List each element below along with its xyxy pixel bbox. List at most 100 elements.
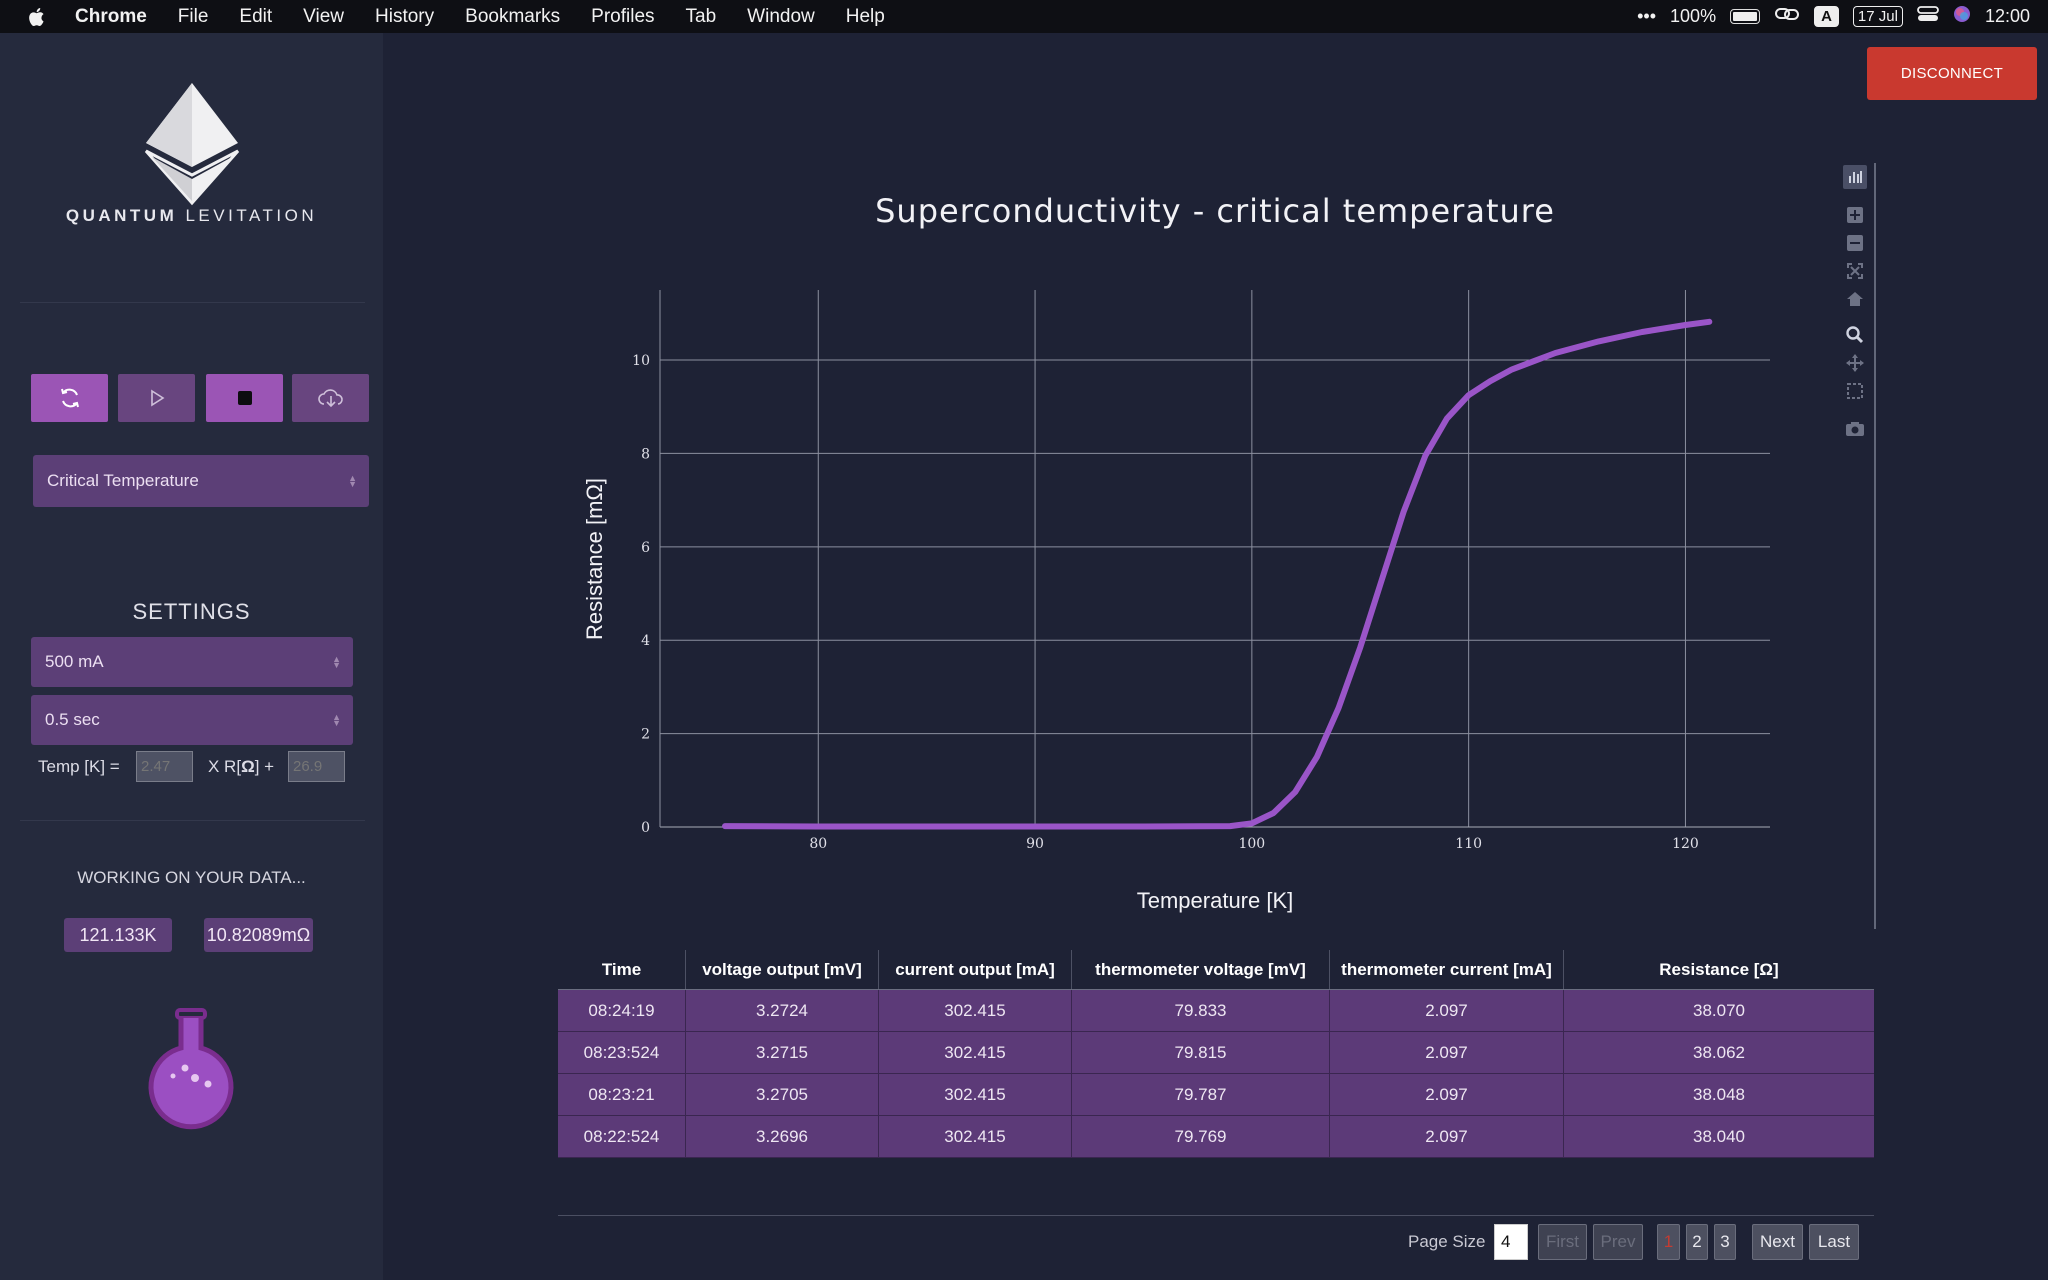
experiment-select-value: Critical Temperature bbox=[47, 471, 199, 490]
refresh-button[interactable] bbox=[31, 374, 108, 422]
cell-current-output: 302.415 bbox=[879, 1074, 1072, 1115]
brand-name: QUANTUM LEVITATION bbox=[65, 206, 318, 225]
refresh-icon bbox=[60, 388, 79, 408]
resistance-readout: 10.82089mΩ bbox=[204, 918, 313, 952]
column-header-voltage-output[interactable]: voltage output [mV] bbox=[686, 950, 879, 989]
calib-temp-input[interactable] bbox=[136, 751, 193, 782]
page-2-button[interactable]: 2 bbox=[1686, 1224, 1708, 1260]
stop-icon bbox=[237, 391, 252, 405]
cell-resistance: 38.070 bbox=[1693, 1000, 1745, 1020]
cell-voltage-output: 3.2724 bbox=[686, 990, 879, 1031]
table-header: Time voltage output [mV] current output … bbox=[558, 950, 1874, 990]
bar-chart-icon[interactable] bbox=[1843, 165, 1867, 189]
last-page-button[interactable]: Last bbox=[1809, 1224, 1859, 1260]
apple-icon[interactable] bbox=[27, 6, 47, 28]
play-button[interactable] bbox=[118, 374, 195, 422]
autoscale-icon[interactable] bbox=[1843, 259, 1867, 283]
x-tick-label: 100 bbox=[1238, 836, 1265, 852]
more-icon[interactable]: ••• bbox=[1637, 6, 1657, 26]
menu-tab[interactable]: Tab bbox=[685, 5, 717, 27]
disconnect-button[interactable]: DISCONNECT bbox=[1867, 47, 2037, 100]
table-row[interactable]: 08:23:524 3.2715 302.415 79.815 2.097 38… bbox=[558, 1032, 1874, 1074]
cell-time: 08:23:21 bbox=[558, 1074, 686, 1115]
experiment-select[interactable]: Critical Temperature ▲ ▼ bbox=[33, 455, 369, 507]
temperature-readout: 121.133K bbox=[64, 918, 172, 952]
cell-voltage-output: 3.2705 bbox=[686, 1074, 879, 1115]
menu-help[interactable]: Help bbox=[845, 5, 885, 27]
x-axis-label: Temperature [K] bbox=[1137, 888, 1294, 913]
interval-select-value: 0.5 sec bbox=[45, 710, 100, 729]
sidebar: QUANTUM LEVITATION Critical Temperature … bbox=[0, 33, 383, 1280]
pan-icon[interactable] bbox=[1843, 351, 1867, 375]
clock[interactable]: 12:00 bbox=[1984, 6, 2030, 26]
current-select[interactable]: 500 mA ▲ ▼ bbox=[31, 637, 353, 687]
menu-window[interactable]: Window bbox=[747, 5, 815, 27]
next-page-button[interactable]: Next bbox=[1752, 1224, 1803, 1260]
cell-resistance: 38.040 bbox=[1693, 1126, 1745, 1146]
cell-voltage-output: 3.2715 bbox=[686, 1032, 879, 1073]
zoom-out-icon[interactable] bbox=[1843, 231, 1867, 255]
input-source-icon[interactable]: A bbox=[1814, 6, 1839, 27]
y-tick-label: 2 bbox=[641, 727, 650, 743]
menu-file[interactable]: File bbox=[177, 5, 209, 27]
column-header-thermometer-current[interactable]: thermometer current [mA] bbox=[1330, 950, 1564, 989]
page-1-button[interactable]: 1 bbox=[1657, 1224, 1680, 1260]
control-center-icon[interactable] bbox=[1917, 5, 1939, 28]
column-header-time[interactable]: Time bbox=[558, 950, 686, 989]
calib-offset-input[interactable] bbox=[288, 751, 345, 782]
y-tick-label: 6 bbox=[641, 540, 650, 556]
calib-mult-label: X R[Ω] + bbox=[208, 757, 275, 776]
cell-current-output: 302.415 bbox=[879, 1032, 1072, 1073]
column-header-resistance[interactable]: Resistance [Ω] bbox=[1659, 959, 1779, 979]
home-icon[interactable] bbox=[1843, 287, 1867, 311]
menu-history[interactable]: History bbox=[375, 5, 435, 27]
page-size-input[interactable]: 4 bbox=[1494, 1224, 1528, 1260]
date-display[interactable]: 17 Jul bbox=[1852, 6, 1903, 27]
y-tick-label: 8 bbox=[641, 446, 650, 462]
column-header-thermometer-voltage[interactable]: thermometer voltage [mV] bbox=[1072, 950, 1330, 989]
stop-button[interactable] bbox=[206, 374, 283, 422]
zoom-icon[interactable] bbox=[1843, 323, 1867, 347]
select-arrows-icon: ▲ ▼ bbox=[332, 654, 341, 670]
prev-page-button[interactable]: Prev bbox=[1593, 1224, 1643, 1260]
x-tick-label: 110 bbox=[1455, 836, 1482, 852]
zoom-in-icon[interactable] bbox=[1843, 203, 1867, 227]
box-select-icon[interactable] bbox=[1843, 379, 1867, 403]
flask-icon bbox=[148, 1008, 234, 1130]
divider bbox=[20, 302, 365, 303]
first-page-button[interactable]: First bbox=[1538, 1224, 1587, 1260]
cell-current-output: 302.415 bbox=[879, 990, 1072, 1031]
download-button[interactable] bbox=[292, 374, 369, 422]
table-row[interactable]: 08:22:524 3.2696 302.415 79.769 2.097 38… bbox=[558, 1116, 1874, 1158]
table-row[interactable]: 08:23:21 3.2705 302.415 79.787 2.097 38.… bbox=[558, 1074, 1874, 1116]
cell-thermometer-voltage: 79.833 bbox=[1072, 990, 1330, 1031]
resistance-chart[interactable]: 80 90 100 110 120 0 2 4 6 8 10 Superconductivity - … bbox=[560, 180, 1860, 940]
settings-title: SETTINGS bbox=[132, 599, 251, 624]
cloud-download-icon bbox=[317, 389, 343, 408]
cell-thermometer-current: 2.097 bbox=[1330, 1116, 1564, 1157]
select-arrows-icon: ▲ ▼ bbox=[348, 473, 357, 489]
menu-app-name[interactable]: Chrome bbox=[75, 5, 147, 27]
cell-time: 08:22:524 bbox=[558, 1116, 686, 1157]
battery-icon[interactable] bbox=[1730, 9, 1761, 24]
select-arrows-icon: ▲ ▼ bbox=[332, 712, 341, 728]
page-3-button[interactable]: 3 bbox=[1714, 1224, 1736, 1260]
cell-current-output: 302.415 bbox=[879, 1116, 1072, 1157]
data-table: Time voltage output [mV] current output … bbox=[558, 950, 1874, 1158]
cell-thermometer-current: 2.097 bbox=[1330, 990, 1564, 1031]
interval-select[interactable]: 0.5 sec ▲ ▼ bbox=[31, 695, 353, 745]
cell-time: 08:24:19 bbox=[558, 990, 686, 1031]
column-header-current-output[interactable]: current output [mA] bbox=[879, 950, 1072, 989]
cell-resistance: 38.062 bbox=[1693, 1042, 1745, 1062]
menu-profiles[interactable]: Profiles bbox=[591, 5, 655, 27]
siri-icon[interactable] bbox=[1953, 5, 1971, 28]
menu-view[interactable]: View bbox=[303, 5, 345, 27]
status-text: WORKING ON YOUR DATA... bbox=[77, 868, 306, 887]
menu-edit[interactable]: Edit bbox=[239, 5, 273, 27]
x-tick-label: 120 bbox=[1672, 836, 1699, 852]
link-icon[interactable] bbox=[1774, 5, 1800, 28]
table-row[interactable]: 08:24:19 3.2724 302.415 79.833 2.097 38.… bbox=[558, 990, 1874, 1032]
camera-icon[interactable] bbox=[1843, 417, 1867, 441]
menu-bookmarks[interactable]: Bookmarks bbox=[465, 5, 561, 27]
cell-thermometer-voltage: 79.815 bbox=[1072, 1032, 1330, 1073]
